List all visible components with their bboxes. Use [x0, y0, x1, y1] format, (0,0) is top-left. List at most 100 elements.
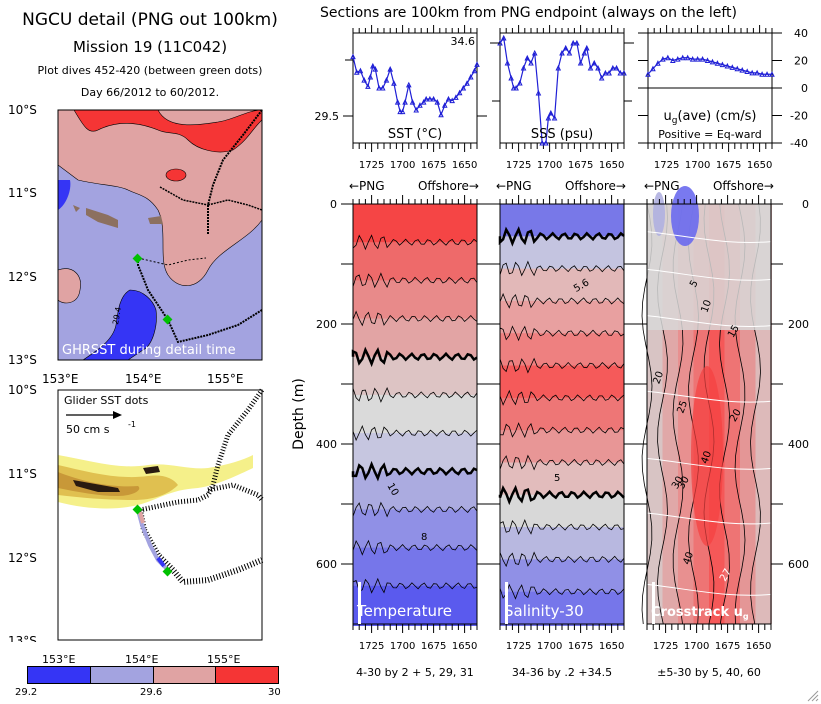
x-tick-label: 1700: [390, 160, 415, 171]
y-tick-label: 0: [801, 82, 808, 95]
colorbar-bin: [216, 667, 278, 683]
lat-label: 11°S: [8, 186, 37, 200]
x-tick-label: 1725: [653, 641, 678, 652]
x-tick-label: 1725: [359, 160, 384, 171]
vector-scale-exponent: -1: [128, 420, 136, 429]
x-tick-label: 1650: [599, 160, 624, 171]
contour-note: 34-36 by .2 +34.5: [512, 666, 612, 679]
lat-label: 12°S: [8, 270, 37, 284]
chart-subtitle: Positive = Eq-ward: [658, 128, 762, 141]
mission-label: Mission 19 (11C042): [0, 40, 300, 55]
contour-band: [500, 301, 624, 335]
contour-band: [500, 398, 624, 432]
y-tick-label: 400: [316, 438, 337, 451]
x-tick-label: 1700: [537, 641, 562, 652]
surface-line-charts: 1725170016751650←PNGOffshore→29.534.6SST…: [300, 25, 821, 200]
x-tick-label: 1650: [747, 160, 772, 171]
section-title: Crosstrack ug: [651, 605, 749, 621]
warm-patch: [58, 269, 81, 303]
colorbar-label: 29.2: [15, 688, 37, 698]
lat-label: 12°S: [8, 551, 37, 565]
contour-band: [500, 527, 624, 561]
x-tick-label: 1700: [537, 160, 562, 171]
x-tick-label: 1700: [685, 160, 710, 171]
colorbar: [27, 666, 279, 684]
x-tick-label: 1725: [506, 160, 531, 171]
map-top-caption: GHRSST during detail time: [62, 343, 236, 358]
lat-label: 10°S: [8, 383, 37, 397]
colorbar-bin: [154, 667, 217, 683]
glider-map-bottom: Glider SST dots 50 cm s -1 10°S 11°S 12°…: [0, 382, 280, 642]
x-tick-label: 1650: [746, 641, 771, 652]
y-tick-label: 34.6: [451, 35, 476, 48]
lon-label: 154°E: [125, 654, 158, 665]
lat-label: 13°S: [8, 634, 37, 642]
contour-label: 8: [421, 532, 427, 543]
colorbar-label: 29.6: [140, 688, 162, 698]
lon-label: 153°E: [42, 654, 75, 665]
y-tick-label: 0: [330, 198, 337, 211]
contour-note: 4-30 by 2 + 5, 29, 31: [356, 666, 474, 679]
x-tick-label: 1725: [506, 641, 531, 652]
title-sub: g: [743, 612, 749, 621]
x-tick-label: 1675: [568, 641, 593, 652]
contour-note: ±5-30 by 5, 40, 60: [657, 666, 761, 679]
y-tick-label: 200: [788, 318, 809, 331]
map-bottom-caption: Glider SST dots: [64, 394, 149, 407]
line-chart-sst: 1725170016751650←PNGOffshore→29.534.6SST…: [315, 25, 488, 193]
section-temperature_section: 1725 1700 1675 1650 Temperature 4-30 by 2 + 5…: [291, 195, 489, 680]
section-title: Temperature: [356, 602, 452, 620]
y-tick-label: 400: [788, 438, 809, 451]
colorbar-bin: [28, 667, 91, 683]
vector-scale-label: 50 cm s: [66, 423, 110, 436]
resize-grip-icon[interactable]: [805, 688, 819, 702]
x-tick-label: 1650: [452, 160, 477, 171]
y-tick-label: 20: [794, 55, 808, 68]
contour-band: [500, 269, 624, 303]
y-tick-label: 0: [802, 198, 809, 211]
line-chart-ug_ave: 1725170016751650←PNGOffshore→40200-20-40…: [638, 25, 808, 193]
lon-label: 155°E: [207, 654, 240, 665]
contour-band: [500, 333, 624, 367]
sst-map-top: 29.4 GHRSST during detail time 10°S 11°S…: [0, 100, 280, 400]
y-tick-label: 600: [316, 558, 337, 571]
lat-label: 11°S: [8, 467, 37, 481]
x-tick-label: 1725: [654, 160, 679, 171]
chart-title: ug(ave) (cm/s): [663, 109, 756, 126]
section-salinity_section: 1725 1700 1675 1650 Salinity-30 34-36 by .2 +…: [488, 195, 636, 680]
title-u: u: [663, 109, 671, 124]
contour-band: [353, 548, 477, 588]
negative-core-west: [653, 192, 665, 236]
colorbar-label: 30: [268, 688, 281, 698]
figure-title: NGCU detail (PNG out 100km): [0, 12, 300, 29]
x-tick-label: 1675: [568, 160, 593, 171]
lat-label: 10°S: [8, 103, 37, 117]
contour-band: [353, 242, 477, 282]
x-tick-label: 1650: [452, 641, 477, 652]
y-axis-label: Depth (m): [291, 378, 307, 450]
contour-band: [353, 204, 477, 244]
x-tick-label: 1675: [715, 641, 740, 652]
depth-sections: 1725 1700 1675 1650 Temperature 4-30 by 2 + 5…: [280, 180, 821, 680]
x-tick-label: 1650: [599, 641, 624, 652]
sections-title: Sections are 100km from PNG endpoint (al…: [320, 6, 737, 20]
y-tick-label: 29.5: [315, 110, 340, 123]
y-tick-label: 600: [788, 558, 809, 571]
contour-band: [353, 280, 477, 320]
hot-patch: [166, 169, 186, 181]
line-chart-sss: 1725170016751650←PNGOffshore→SSS (psu): [490, 25, 634, 193]
colorbar-bin: [91, 667, 154, 683]
contour-band: [353, 509, 477, 549]
y-tick-label: -40: [790, 137, 808, 150]
x-tick-label: 1700: [684, 641, 709, 652]
lat-label: 13°S: [8, 353, 37, 367]
x-tick-label: 1725: [359, 641, 384, 652]
y-tick-label: 40: [794, 27, 808, 40]
y-tick-label: 200: [316, 318, 337, 331]
section-title: Salinity-30: [504, 602, 584, 620]
contour-band: [353, 319, 477, 359]
x-tick-label: 1700: [390, 641, 415, 652]
chart-title: SST (°C): [388, 127, 442, 142]
chart-title: SSS (psu): [531, 127, 593, 142]
x-tick-label: 1675: [421, 641, 446, 652]
